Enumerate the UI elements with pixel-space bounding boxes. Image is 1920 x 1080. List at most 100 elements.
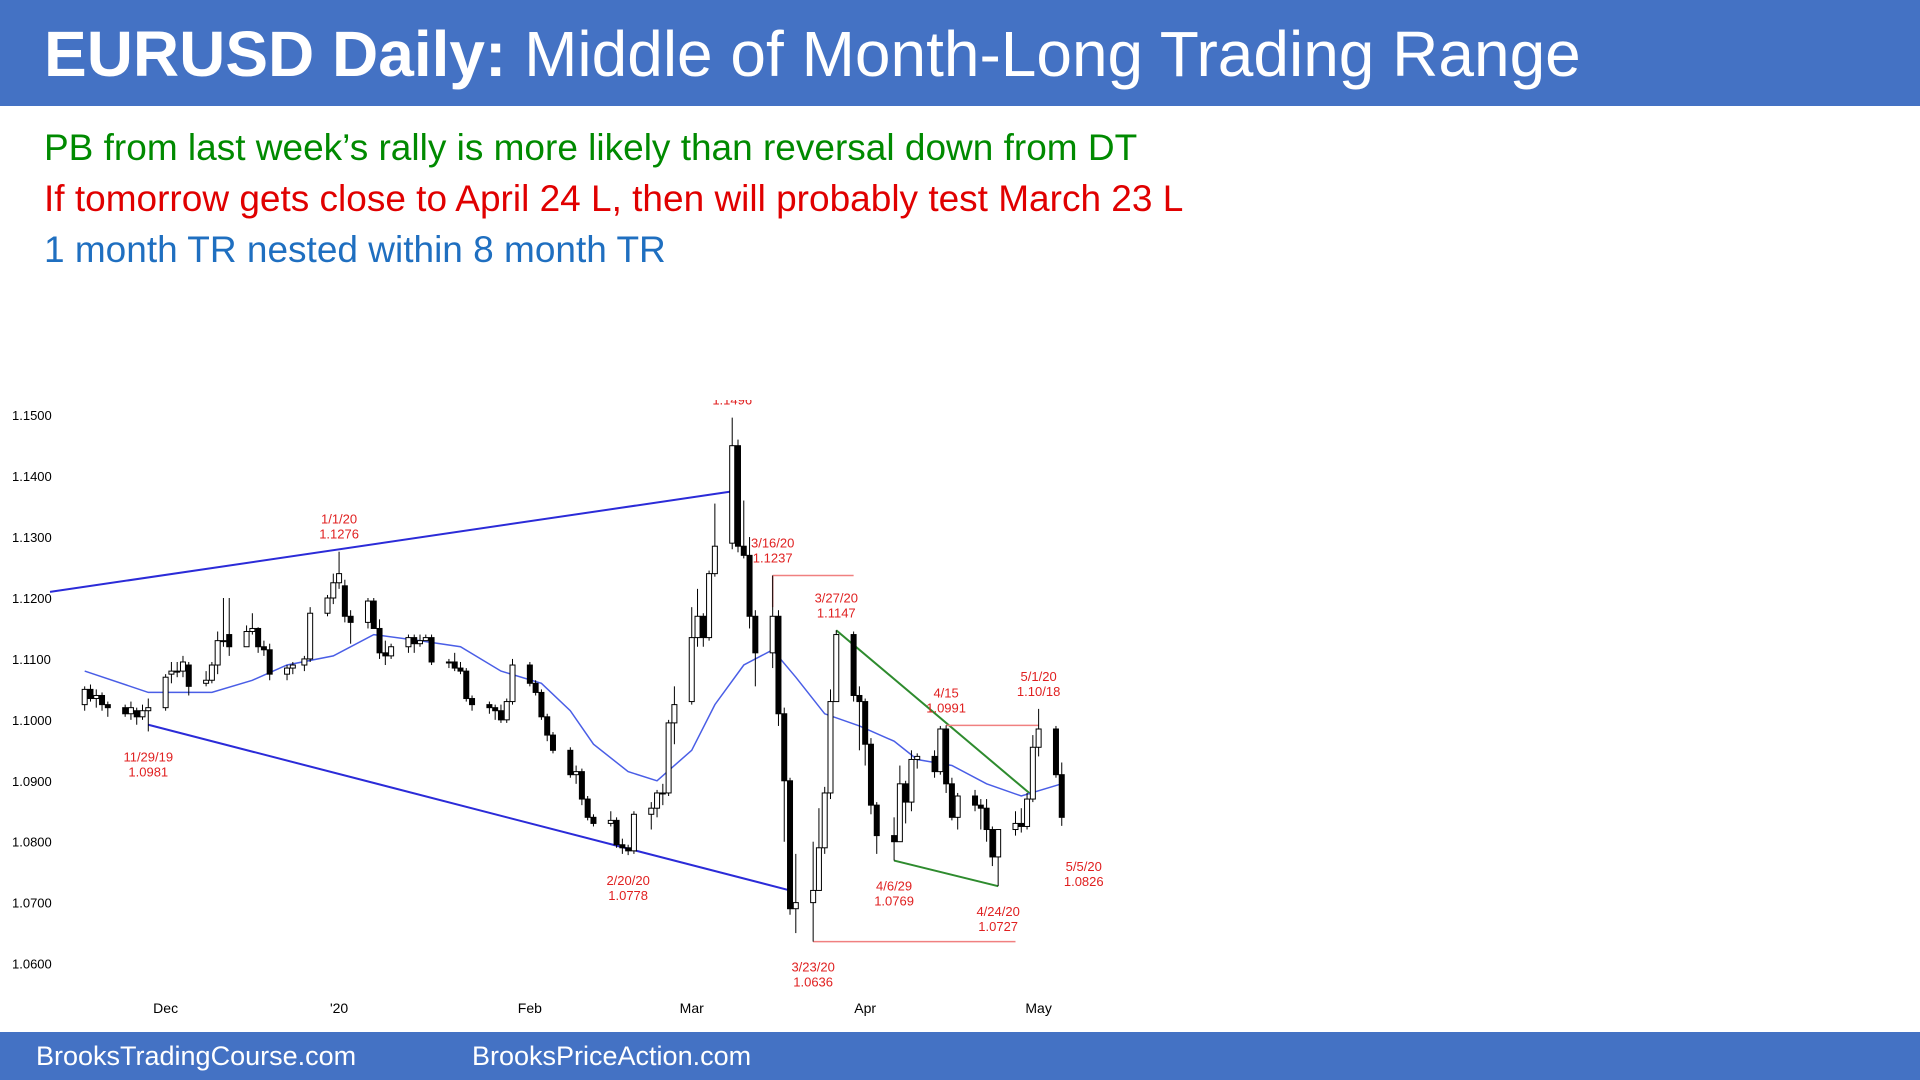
candle-body — [243, 631, 250, 648]
y-tick-label: 1.0800 — [12, 835, 52, 850]
candle-body — [867, 743, 874, 806]
trend-line — [835, 629, 1034, 797]
candle-body — [896, 783, 903, 843]
candle-body — [752, 615, 759, 654]
candle-body — [694, 615, 701, 639]
candle-body — [850, 634, 857, 696]
candle-body — [769, 615, 776, 654]
candle-body — [1012, 822, 1019, 831]
annotation-price: 1.1147 — [817, 605, 856, 620]
candle-body — [341, 585, 348, 617]
candle-body — [584, 798, 591, 818]
candle-body — [266, 649, 273, 675]
trend-line — [49, 490, 733, 593]
candle-body — [260, 646, 267, 651]
annotation-price: 1.0727 — [978, 919, 1018, 934]
candle-body — [376, 627, 383, 654]
annotation-date: 3/23/20 — [791, 960, 834, 975]
candle-body — [1029, 746, 1036, 800]
candle-body — [347, 615, 354, 623]
footer-link-trading-course[interactable]: BrooksTradingCourse.com — [36, 1041, 357, 1071]
candle-body — [428, 637, 435, 663]
footer-banner: BrooksTradingCourse.com BrooksPriceActio… — [0, 1032, 1920, 1080]
candle-body — [972, 795, 979, 806]
candle-body — [469, 698, 476, 706]
candle-body — [578, 771, 585, 800]
annotation-date: 5/5/20 — [1066, 859, 1102, 874]
candle-body — [654, 792, 661, 809]
x-tick-label: Apr — [854, 1000, 876, 1016]
candle-body — [775, 615, 782, 715]
candle-body — [902, 783, 909, 803]
candle-body — [567, 749, 574, 776]
candle-body — [671, 704, 678, 724]
candle-body — [573, 771, 580, 776]
candle-body — [411, 637, 418, 645]
y-tick-label: 1.1300 — [12, 530, 52, 545]
candle-body — [445, 661, 452, 664]
candle-body — [619, 844, 626, 849]
candle-body — [162, 676, 169, 709]
candle-body — [1024, 798, 1031, 827]
annotation-date: 4/24/20 — [976, 904, 1019, 919]
y-tick-label: 1.1100 — [12, 652, 51, 667]
candle-body — [729, 445, 736, 544]
candle-body — [532, 682, 539, 693]
candle-body — [203, 679, 210, 684]
candle-body — [417, 640, 424, 645]
candle-body — [226, 634, 233, 648]
candle-body — [81, 688, 88, 706]
annotation-price: 1.0769 — [874, 894, 914, 909]
candle-body — [405, 637, 412, 648]
note-line-3: 1 month TR nested within 8 month TR — [44, 229, 666, 270]
candle-body — [364, 600, 371, 623]
candle-body — [815, 847, 822, 891]
title-rest: Middle of Month-Long Trading Range — [524, 18, 1581, 90]
candle-body — [168, 670, 175, 675]
candle-body — [145, 707, 152, 712]
annotation-price: 1.1276 — [319, 527, 359, 542]
candle-body — [931, 755, 938, 773]
candle-body — [943, 728, 950, 785]
candle-body — [937, 728, 944, 773]
trend-line — [148, 723, 791, 892]
candle-body — [914, 755, 921, 760]
candle-body — [104, 704, 111, 709]
candle-body — [665, 722, 672, 794]
y-tick-label: 1.0700 — [12, 896, 52, 911]
candle-body — [659, 792, 666, 795]
y-tick-label: 1.0900 — [12, 774, 52, 789]
candle-body — [630, 813, 637, 852]
annotation-price: 1.0826 — [1064, 874, 1104, 889]
candle-body — [99, 694, 106, 706]
candle-body — [700, 615, 707, 639]
candle-body — [833, 634, 840, 703]
candle-body — [954, 795, 961, 818]
candle-body — [208, 664, 215, 681]
footer-link-price-action[interactable]: BrooksPriceAction.com — [472, 1041, 752, 1071]
annotation-date: 3/27/20 — [815, 590, 858, 605]
candle-body — [607, 819, 614, 824]
annotation-date: 4/15 — [933, 685, 958, 700]
candle-body — [688, 637, 695, 703]
candle-body — [509, 664, 516, 703]
candle-body — [1035, 728, 1042, 748]
candle-body — [792, 902, 799, 910]
candle-body — [613, 819, 620, 846]
candle-body — [139, 710, 146, 718]
candle-body — [810, 889, 817, 904]
x-tick-label: May — [1025, 1000, 1051, 1016]
candle-body — [122, 707, 129, 715]
candle-body — [87, 688, 94, 700]
candle-body — [827, 701, 834, 794]
candle-body — [301, 658, 308, 666]
candle-body — [370, 600, 377, 629]
candle-body — [93, 694, 100, 700]
candle-body — [422, 637, 429, 642]
candle-body — [821, 792, 828, 849]
candle-body — [382, 652, 389, 657]
candle-body — [249, 627, 256, 633]
candle-body — [1052, 728, 1059, 776]
candle-body — [185, 664, 192, 687]
title-bold: EURUSD Daily: — [44, 18, 507, 90]
